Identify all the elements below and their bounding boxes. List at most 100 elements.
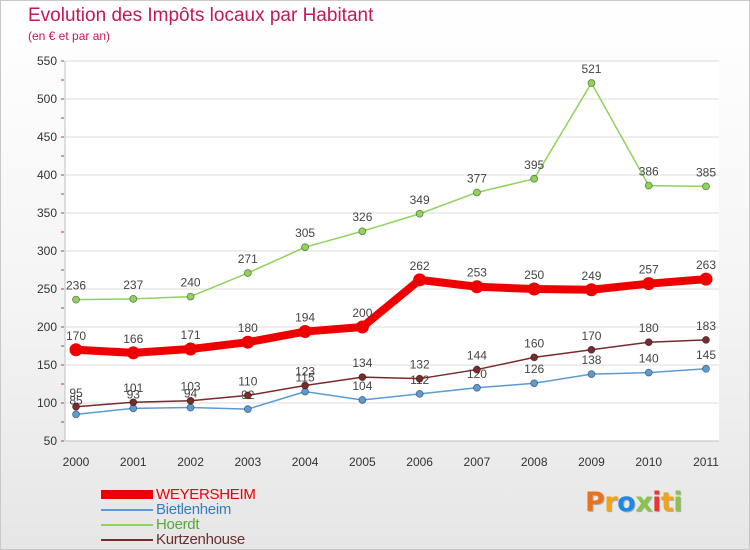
data-point-bietlenheim [415,389,424,398]
series-line-kurtzenhouse [75,339,707,408]
data-label-kurtzenhouse: 183 [696,319,716,333]
data-label-weyersheim: 263 [696,258,716,272]
data-label-bietlenheim: 140 [639,352,659,366]
data-point-weyersheim [413,273,427,287]
data-point-hoerdt [129,294,138,303]
data-label-weyersheim: 194 [295,311,315,325]
chart-subtitle: (en € et par an) [28,29,111,43]
data-point-bietlenheim [186,403,195,412]
x-tick-label: 2003 [234,455,261,469]
logo-letter: P [585,487,605,518]
data-point-kurtzenhouse [587,345,596,354]
logo-letter: t [660,487,674,518]
data-point-kurtzenhouse [530,353,539,362]
y-tick-label: 300 [37,244,57,258]
data-point-weyersheim [298,325,312,339]
data-label-bietlenheim: 93 [127,387,141,401]
data-point-weyersheim [584,283,598,297]
data-point-weyersheim [699,272,713,286]
legend-label: WEYERSHEIM [156,486,256,503]
data-label-weyersheim: 180 [238,321,258,335]
legend-swatch [101,490,153,499]
data-label-weyersheim: 249 [581,269,601,283]
x-tick-label: 2006 [406,455,433,469]
logo-letter: o [617,487,636,518]
data-label-kurtzenhouse: 95 [69,386,83,400]
data-label-kurtzenhouse: 144 [467,349,487,363]
data-label-weyersheim: 253 [467,266,487,280]
data-label-hoerdt: 386 [639,165,659,179]
y-tick-label: 150 [37,358,57,372]
chart-title: Evolution des Impôts locaux par Habitant [28,5,374,26]
y-tick-label: 500 [37,92,57,106]
logo-letter: i [652,487,661,518]
data-point-hoerdt [72,295,80,304]
data-point-bietlenheim [473,383,481,392]
y-tick-label: 100 [37,396,57,410]
data-point-kurtzenhouse [129,398,138,407]
legend-swatch [101,524,153,526]
logo-letter: i [673,487,683,518]
data-point-kurtzenhouse [358,373,367,382]
y-tick-label: 200 [37,320,57,334]
x-tick-label: 2010 [635,455,662,469]
legend-label: Kurtzenhouse [156,531,245,548]
data-point-bietlenheim [72,410,80,419]
data-label-bietlenheim: 126 [524,362,544,376]
data-label-hoerdt: 326 [352,210,372,224]
data-point-weyersheim [527,282,541,296]
data-point-kurtzenhouse [186,396,195,405]
legend-item-kurtzenhouse: Kurtzenhouse [101,531,361,548]
data-label-bietlenheim: 138 [581,353,601,367]
data-label-weyersheim: 171 [181,328,201,342]
data-label-hoerdt: 271 [238,252,258,266]
x-tick-label: 2000 [63,455,90,469]
y-tick-label: 550 [37,54,57,68]
data-point-kurtzenhouse [473,365,481,374]
x-tick-label: 2005 [349,455,376,469]
logo-letter: x [635,487,653,518]
x-tick-label: 2008 [521,455,548,469]
data-point-weyersheim [184,342,198,356]
x-tick-label: 2007 [464,455,491,469]
data-point-hoerdt [644,181,653,190]
legend-swatch [101,509,153,511]
data-label-kurtzenhouse: 132 [410,358,430,372]
data-point-weyersheim [69,343,83,357]
data-label-kurtzenhouse: 134 [352,356,372,370]
data-point-hoerdt [587,79,596,87]
y-tick-label: 250 [37,282,57,296]
legend-label: Bietlenheim [156,501,232,518]
data-point-weyersheim [126,346,140,360]
data-point-weyersheim [355,320,369,334]
proxiti-logo: Proxiti [585,487,683,518]
data-label-weyersheim: 250 [524,268,544,282]
data-label-hoerdt: 305 [295,226,315,240]
data-point-hoerdt [473,188,481,197]
data-label-hoerdt: 349 [410,193,430,207]
y-tick-label: 400 [37,168,57,182]
data-point-kurtzenhouse [243,391,252,400]
data-label-hoerdt: 240 [181,276,201,290]
chart-legend: WEYERSHEIM Bietlenheim Hoerdt Kurtzenhouse [101,486,361,548]
data-point-hoerdt [358,227,367,236]
legend-swatch [101,539,153,541]
data-label-kurtzenhouse: 123 [295,365,315,379]
data-label-bietlenheim: 115 [296,371,315,385]
data-point-kurtzenhouse [702,336,710,344]
data-label-hoerdt: 521 [581,62,601,76]
data-point-hoerdt [301,243,309,252]
data-label-hoerdt: 237 [123,278,143,292]
data-label-kurtzenhouse: 160 [524,336,544,350]
data-label-bietlenheim: 85 [69,393,83,407]
data-label-weyersheim: 257 [639,263,659,277]
y-tick-label: 350 [37,206,57,220]
data-label-hoerdt: 236 [66,279,86,293]
data-point-kurtzenhouse [415,374,424,383]
legend-item-bietlenheim: Bietlenheim [101,501,361,518]
data-point-hoerdt [702,182,710,191]
data-point-kurtzenhouse [644,338,653,347]
data-label-kurtzenhouse: 103 [181,380,201,394]
